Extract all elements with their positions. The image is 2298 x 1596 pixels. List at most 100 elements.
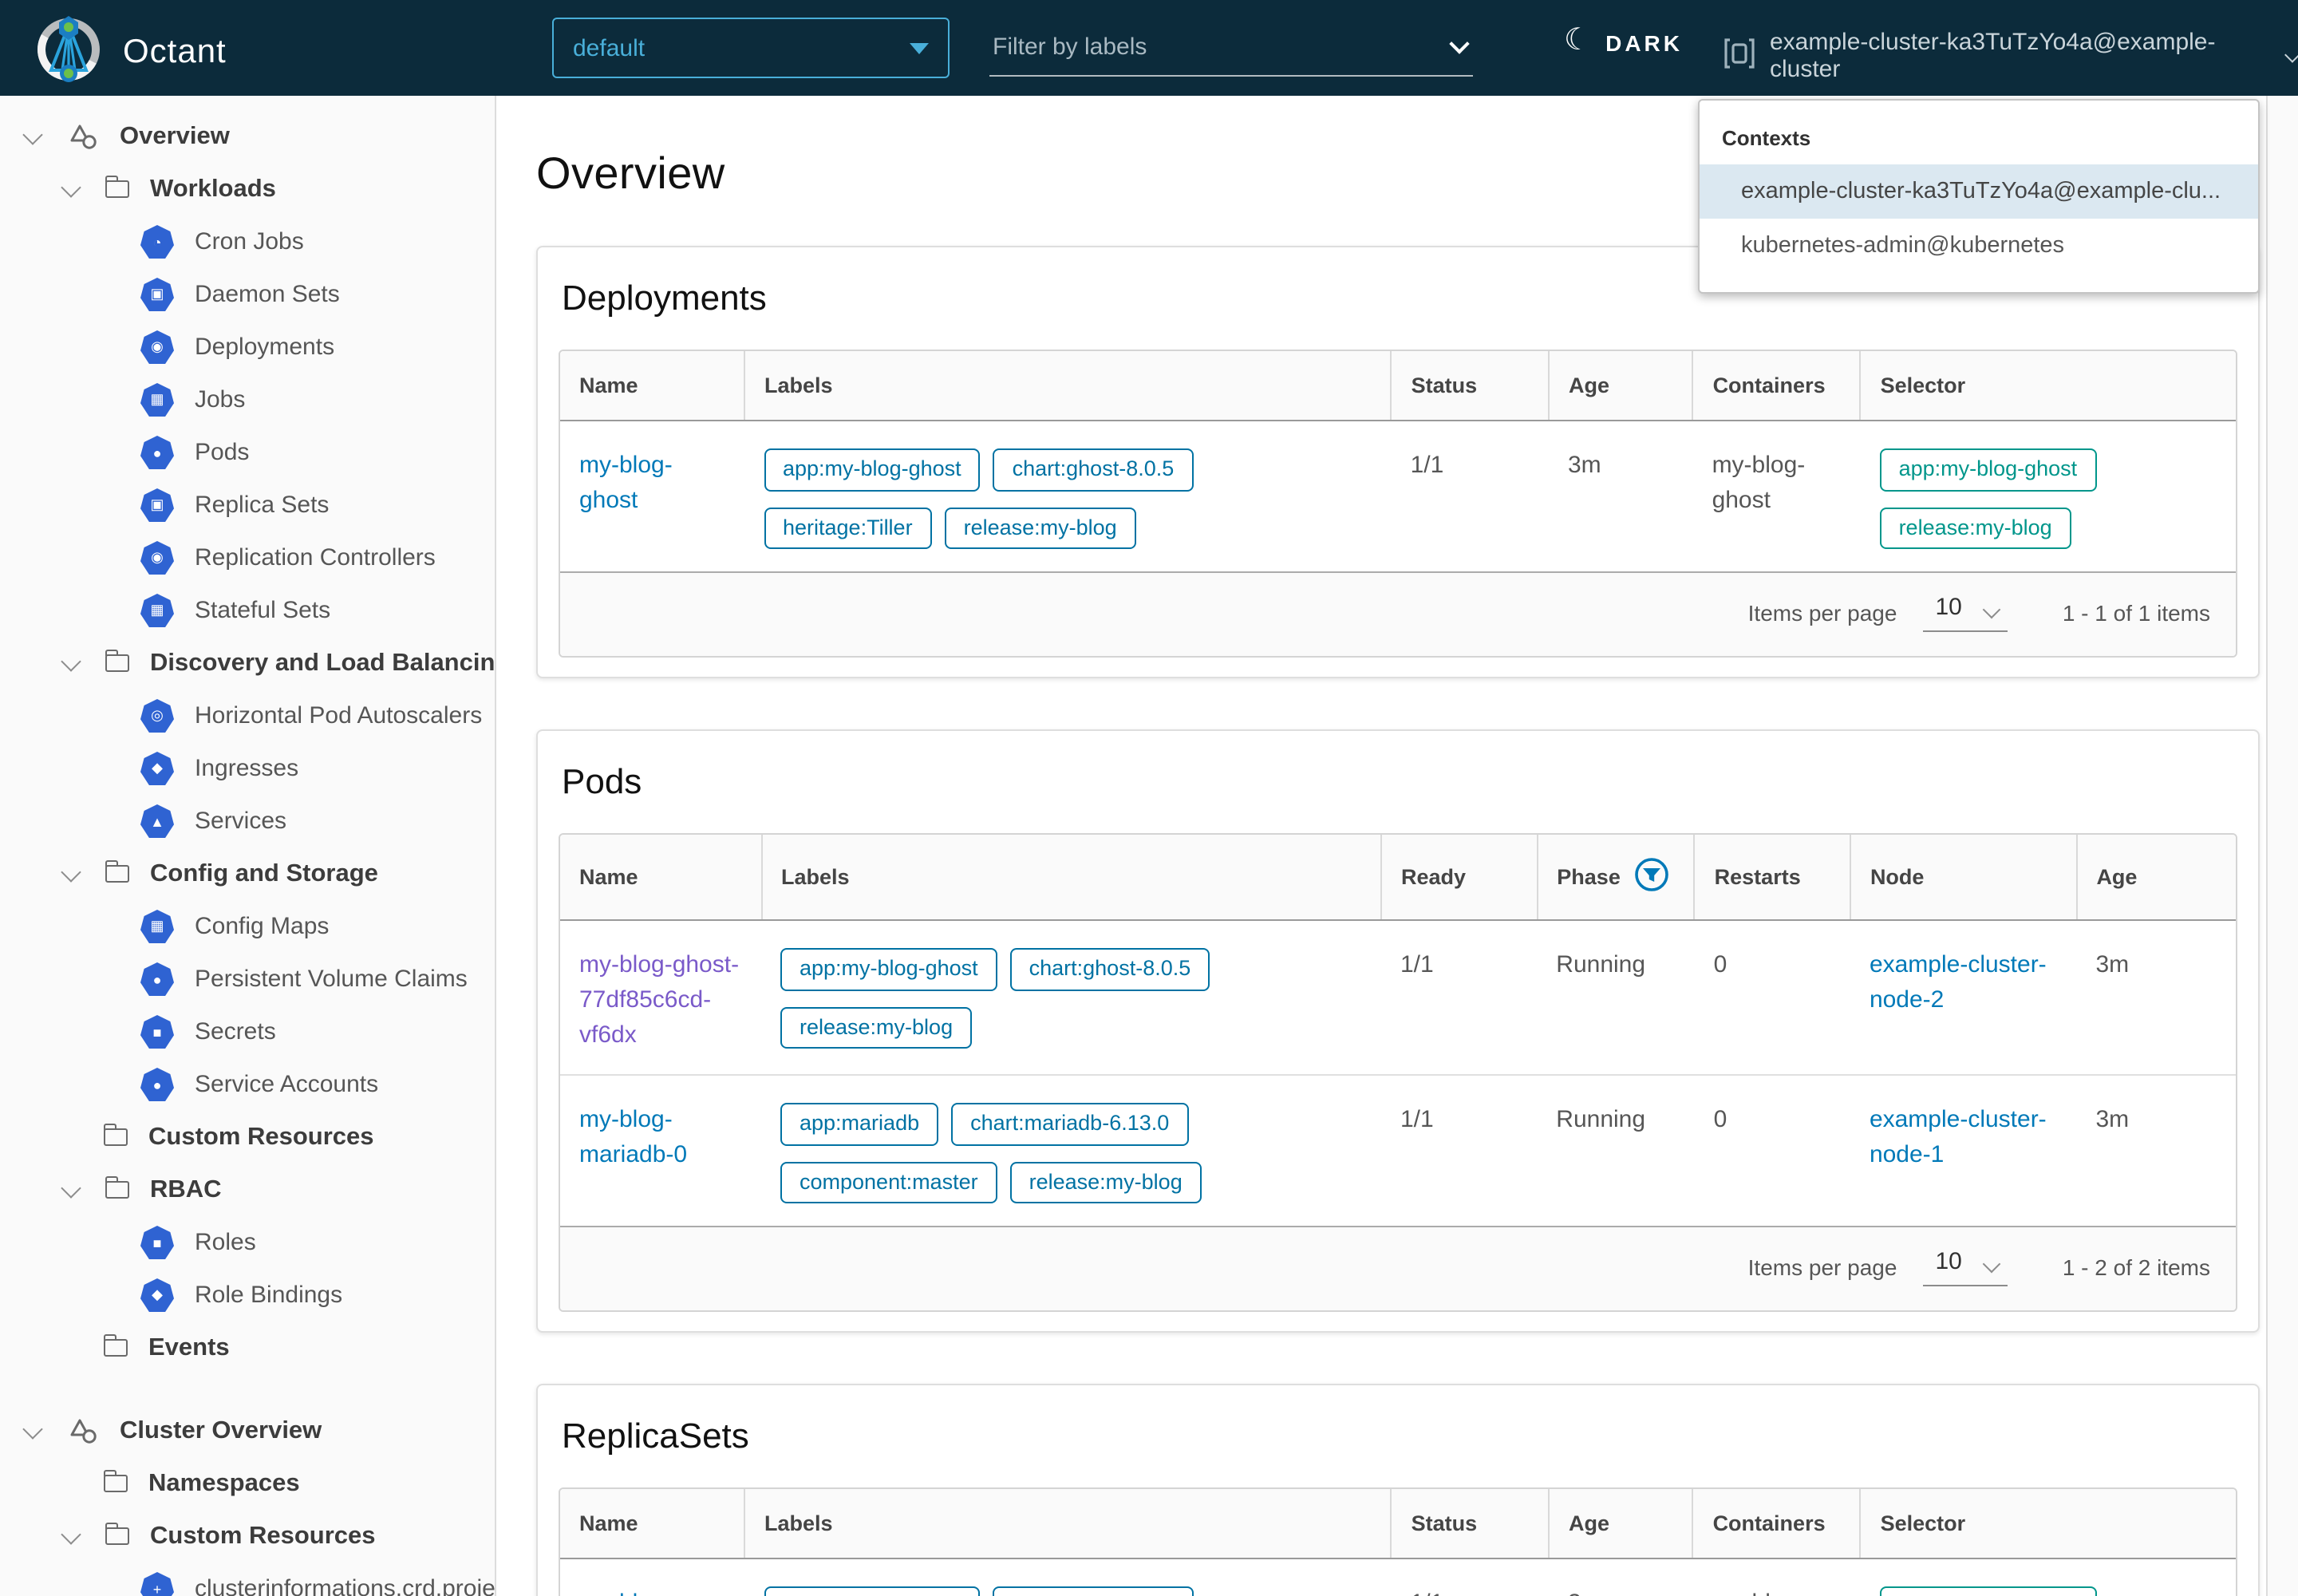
sidebar-item-workloads[interactable]: Workloads [0, 163, 495, 215]
sidebar-item-config-maps[interactable]: ▦ Config Maps [0, 900, 495, 953]
page-size-select[interactable]: 10 [1922, 1249, 2008, 1287]
sidebar-item-clusterinformations-crd-projec[interactable]: + clusterinformations.crd.projec [0, 1562, 495, 1596]
sidebar-item-replication-controllers[interactable]: ◉ Replication Controllers [0, 531, 495, 584]
sidebar-item-role-bindings[interactable]: ◆ Role Bindings [0, 1269, 495, 1321]
selector-tag[interactable]: app:my-blog-ghost [1879, 448, 2097, 492]
column-header[interactable]: Status [1390, 1489, 1549, 1560]
label-tag[interactable]: component:master [780, 1161, 997, 1204]
column-header[interactable]: Containers [1692, 1489, 1861, 1560]
column-header[interactable]: Selector [1859, 1489, 2236, 1560]
brand-name: Octant [123, 33, 227, 69]
chevron-down-icon[interactable] [1449, 34, 1470, 54]
sidebar-item-persistent-volume-claims[interactable]: ● Persistent Volume Claims [0, 953, 495, 1005]
sidebar-item-roles[interactable]: ■ Roles [0, 1216, 495, 1269]
selector-tag[interactable]: release:my-blog [1879, 507, 2071, 550]
sidebar-item-secrets[interactable]: ■ Secrets [0, 1005, 495, 1058]
column-header[interactable]: Restarts [1693, 835, 1850, 922]
filter-icon[interactable] [1635, 858, 1670, 897]
services-icon: ▲ [140, 804, 174, 838]
sidebar-item-events[interactable]: Events [0, 1321, 495, 1374]
table-row: my-blog-ghost app:my-blog-ghost chart:gho… [560, 421, 2236, 572]
label-filter-input[interactable]: Filter by labels [989, 19, 1473, 77]
sidebar-item-service-accounts[interactable]: ● Service Accounts [0, 1058, 495, 1111]
chevron-down-icon[interactable] [22, 124, 43, 144]
sidebar-item-daemon-sets[interactable]: ▣ Daemon Sets [0, 268, 495, 321]
column-header[interactable]: Labels [743, 351, 1392, 421]
page-size-select[interactable]: 10 [1922, 594, 2008, 633]
label-tag[interactable]: app:my-blog-ghost [764, 1586, 981, 1596]
column-header[interactable]: Node [1849, 835, 2077, 922]
sidebar-item-custom-resources[interactable]: Custom Resources [0, 1111, 495, 1163]
sidebar-item-label: RBAC [150, 1175, 222, 1203]
sidebar-item-deployments[interactable]: ◉ Deployments [0, 321, 495, 373]
selector-tag[interactable]: app:my-blog-ghost [1879, 1586, 2097, 1596]
label-tag[interactable]: release:my-blog [780, 1006, 973, 1049]
label-tag[interactable]: chart:mariadb-6.13.0 [951, 1103, 1189, 1146]
column-header[interactable]: Ready [1380, 835, 1538, 922]
label-tag[interactable]: chart:ghost-8.0.5 [1009, 948, 1210, 991]
sidebar-item-cron-jobs[interactable]: ◔ Cron Jobs [0, 215, 495, 268]
chevron-down-icon[interactable] [61, 176, 81, 197]
chevron-down-icon[interactable] [22, 1418, 43, 1439]
sidebar-item-label: Events [148, 1333, 230, 1361]
column-header[interactable]: Labels [760, 835, 1381, 922]
chevron-down-icon[interactable] [61, 650, 81, 671]
sidebar-item-config-and-storage[interactable]: Config and Storage [0, 847, 495, 900]
column-header[interactable]: Phase [1536, 835, 1695, 922]
sidebar-item-discovery-and-load-balancing[interactable]: Discovery and Load Balancing [0, 637, 495, 689]
column-header[interactable]: Name [560, 1489, 744, 1560]
deployment-name-link[interactable]: my-blog-ghost [579, 452, 673, 514]
sidebar-item-cluster-overview[interactable]: Cluster Overview [0, 1404, 495, 1457]
chevron-down-icon[interactable] [61, 1177, 81, 1198]
column-header[interactable]: Selector [1859, 351, 2236, 421]
column-header[interactable]: Name [560, 351, 744, 421]
node-link[interactable]: example-cluster-node-1 [1869, 1106, 2047, 1169]
sidebar-item-pods[interactable]: ● Pods [0, 426, 495, 479]
chevron-down-icon[interactable] [61, 1523, 81, 1544]
column-header[interactable]: Age [1547, 351, 1693, 421]
folder-icon [103, 1334, 128, 1357]
pod-name-link[interactable]: my-blog-mariadb-0 [579, 1106, 688, 1169]
vertical-scrollbar[interactable] [2266, 96, 2298, 1596]
label-tag[interactable]: release:my-blog [944, 507, 1136, 550]
label-tag[interactable]: app:my-blog-ghost [764, 448, 981, 492]
label-tag[interactable]: chart:ghost-8.0.5 [993, 448, 1194, 492]
sidebar-item-replica-sets[interactable]: ▣ Replica Sets [0, 479, 495, 531]
column-header[interactable]: Name [560, 835, 761, 922]
sidebar-item-label: clusterinformations.crd.projec [195, 1575, 495, 1596]
label-tag[interactable]: release:my-blog [1009, 1161, 1202, 1204]
label-tag[interactable]: heritage:Tiller [764, 507, 932, 550]
replicaset-name-link[interactable]: my-blog-ghost-77df85c6cd [579, 1590, 703, 1596]
items-per-page-label: Items per page [1747, 1254, 1897, 1281]
sidebar-item-overview[interactable]: Overview [0, 110, 495, 163]
sidebar-item-services[interactable]: ▲ Services [0, 795, 495, 847]
sidebar-item-jobs[interactable]: ▦ Jobs [0, 373, 495, 426]
chevron-down-icon[interactable] [61, 861, 81, 882]
pod-name-link[interactable]: my-blog-ghost-77df85c6cd-vf6dx [579, 951, 740, 1049]
folder-icon [105, 860, 129, 883]
pagination-range: 1 - 2 of 2 items [2062, 1254, 2210, 1281]
label-tag[interactable]: app:my-blog-ghost [780, 948, 997, 991]
namespace-select[interactable]: default [552, 18, 950, 78]
sidebar-item-rbac[interactable]: RBAC [0, 1163, 495, 1216]
replicasets-table: Name Labels Status Age Containers Select… [559, 1487, 2237, 1596]
sidebar-item-horizontal-pod-autoscalers[interactable]: ◎ Horizontal Pod Autoscalers [0, 689, 495, 742]
context-menu-item[interactable]: kubernetes-admin@kubernetes [1741, 233, 2065, 259]
column-header[interactable]: Age [2075, 835, 2236, 922]
context-menu-item[interactable]: example-cluster-ka3TuTzYo4a@example-clu.… [1700, 164, 2258, 219]
column-header[interactable]: Labels [743, 1489, 1392, 1560]
column-header[interactable]: Status [1390, 351, 1549, 421]
label-tag[interactable]: chart:ghost-8.0.5 [993, 1586, 1194, 1596]
sidebar-item-stateful-sets[interactable]: ▦ Stateful Sets [0, 584, 495, 637]
column-header[interactable]: Containers [1692, 351, 1861, 421]
node-link[interactable]: example-cluster-node-2 [1869, 951, 2047, 1013]
sidebar-item-namespaces[interactable]: Namespaces [0, 1457, 495, 1510]
sidebar-item-custom-resources[interactable]: Custom Resources [0, 1510, 495, 1562]
theme-toggle-button[interactable]: ☾ DARK [1564, 26, 1683, 57]
context-selector[interactable]: example-cluster-ka3TuTzYo4a@example-clus… [1724, 29, 2298, 83]
sidebar-item-ingresses[interactable]: ◆ Ingresses [0, 742, 495, 795]
label-tag[interactable]: app:mariadb [780, 1103, 939, 1146]
column-header[interactable]: Age [1547, 1489, 1693, 1560]
sidebar-item-label: Service Accounts [195, 1071, 379, 1098]
selector-cell: app:my-blog-ghost release:my-blog [1879, 448, 2217, 550]
